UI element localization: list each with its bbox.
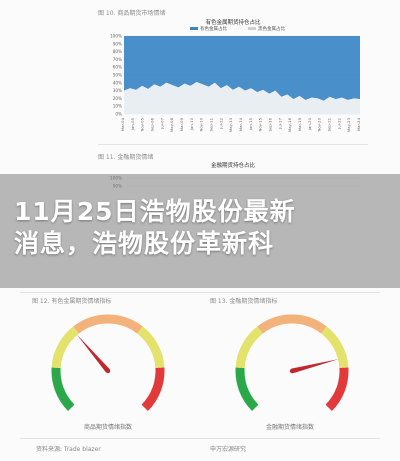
gauge-left-title: 图 12. 有色金属期货情绪指标 [32,298,112,305]
y-tick-label: 0% [115,112,122,117]
x-tick-label: Mar-14 [238,117,243,131]
footer-source: 资料来源: Trade blazer [36,446,101,453]
gauge-segment [73,314,143,334]
x-tick-label: Nov-20 [317,117,322,131]
area-series-lower [124,82,360,114]
gauge-segment [235,326,264,369]
legend-label: 黑色金属占比 [258,25,285,32]
x-tick-label: Sep-21 [327,117,332,131]
y-tick-label: 30% [113,88,122,93]
x-tick-label: Jul-07 [159,117,164,129]
x-tick-label: Jan-15 [248,117,253,131]
x-tick-label: Jul-22 [336,117,341,129]
headline: 11月25日浩物股份最新 消息，浩物股份革新科 [14,196,394,260]
y-tick-label: 10% [113,104,122,109]
y-tick-label: 20% [113,96,122,101]
x-tick-label: Nov-10 [199,117,204,131]
figure2-caption: 图 11. 金融期货情绪 [98,154,154,161]
chart2-title: 金融期货持仓占比 [211,161,256,169]
y-tick-label: 80% [113,49,122,54]
x-tick-label: Sep-06 [150,117,155,131]
x-tick-label: Nov-15 [258,117,263,131]
x-tick-label: Mar-24 [356,117,361,131]
gauge-segment [325,367,349,411]
x-tick-label: Jul-12 [218,117,223,129]
x-tick-label: May-18 [287,117,292,132]
legend-swatch [190,27,198,30]
x-tick-label: Jan-20 [307,117,312,131]
x-tick-label: Jan-10 [189,117,194,131]
y-tick-label: 40% [113,80,122,85]
gauge-right [235,314,349,411]
gauge-left [51,314,165,411]
gauge-hub [289,368,295,374]
gauge-right-caption: 金融期货情绪指数 [266,424,315,431]
headline-overlay [0,174,400,288]
x-tick-label: Jan-05 [130,117,135,131]
x-tick-label: May-08 [169,117,174,132]
gauge-left-caption: 商品期货情绪指数 [84,424,133,431]
y-tick-label: 100% [110,34,122,39]
figure1-caption: 图 10. 商品期货市场情绪 [98,10,166,17]
y-tick-label: 70% [113,57,122,62]
x-tick-label: May-23 [346,117,351,132]
divider [20,292,380,293]
x-tick-label: Sep-16 [268,117,273,131]
gauge-segment [136,326,165,369]
gauge-segment [51,326,80,369]
gauge-segment [257,314,327,334]
y-tick-label: 90% [113,41,122,46]
gauge-segment [141,367,165,411]
gauge-segment [51,367,75,411]
divider [98,144,368,145]
footer-right: 申万宏源研究 [210,446,247,453]
x-tick-label: Nov-05 [140,117,145,131]
x-tick-label: Mar-09 [179,117,184,131]
y-tick-label: 50% [113,73,122,78]
x-tick-label: Mar-04 [120,117,125,131]
legend-swatch [248,27,256,30]
gauge-needle [291,359,339,374]
x-tick-label: May-13 [228,117,233,132]
gauge-segment [320,326,349,369]
gauge-right-title: 图 13. 金融期货情绪指标 [210,298,278,305]
headline-line2: 消息，浩物股份革新科 [14,229,275,258]
headline-line1: 11月25日浩物股份最新 [14,197,296,226]
gauge-hub [105,368,111,374]
x-tick-label: Sep-11 [209,117,214,131]
divider [20,438,380,439]
chart1-title: 有色金属期货持仓占比 [205,18,261,26]
x-tick-label: Mar-19 [297,117,302,131]
gauge-segment [235,367,259,411]
legend-label: 有色金属占比 [200,25,227,32]
gauge-needle [76,334,110,373]
y-tick-label: 60% [113,65,122,70]
x-tick-label: Jul-17 [277,117,282,129]
area-series [124,36,360,101]
